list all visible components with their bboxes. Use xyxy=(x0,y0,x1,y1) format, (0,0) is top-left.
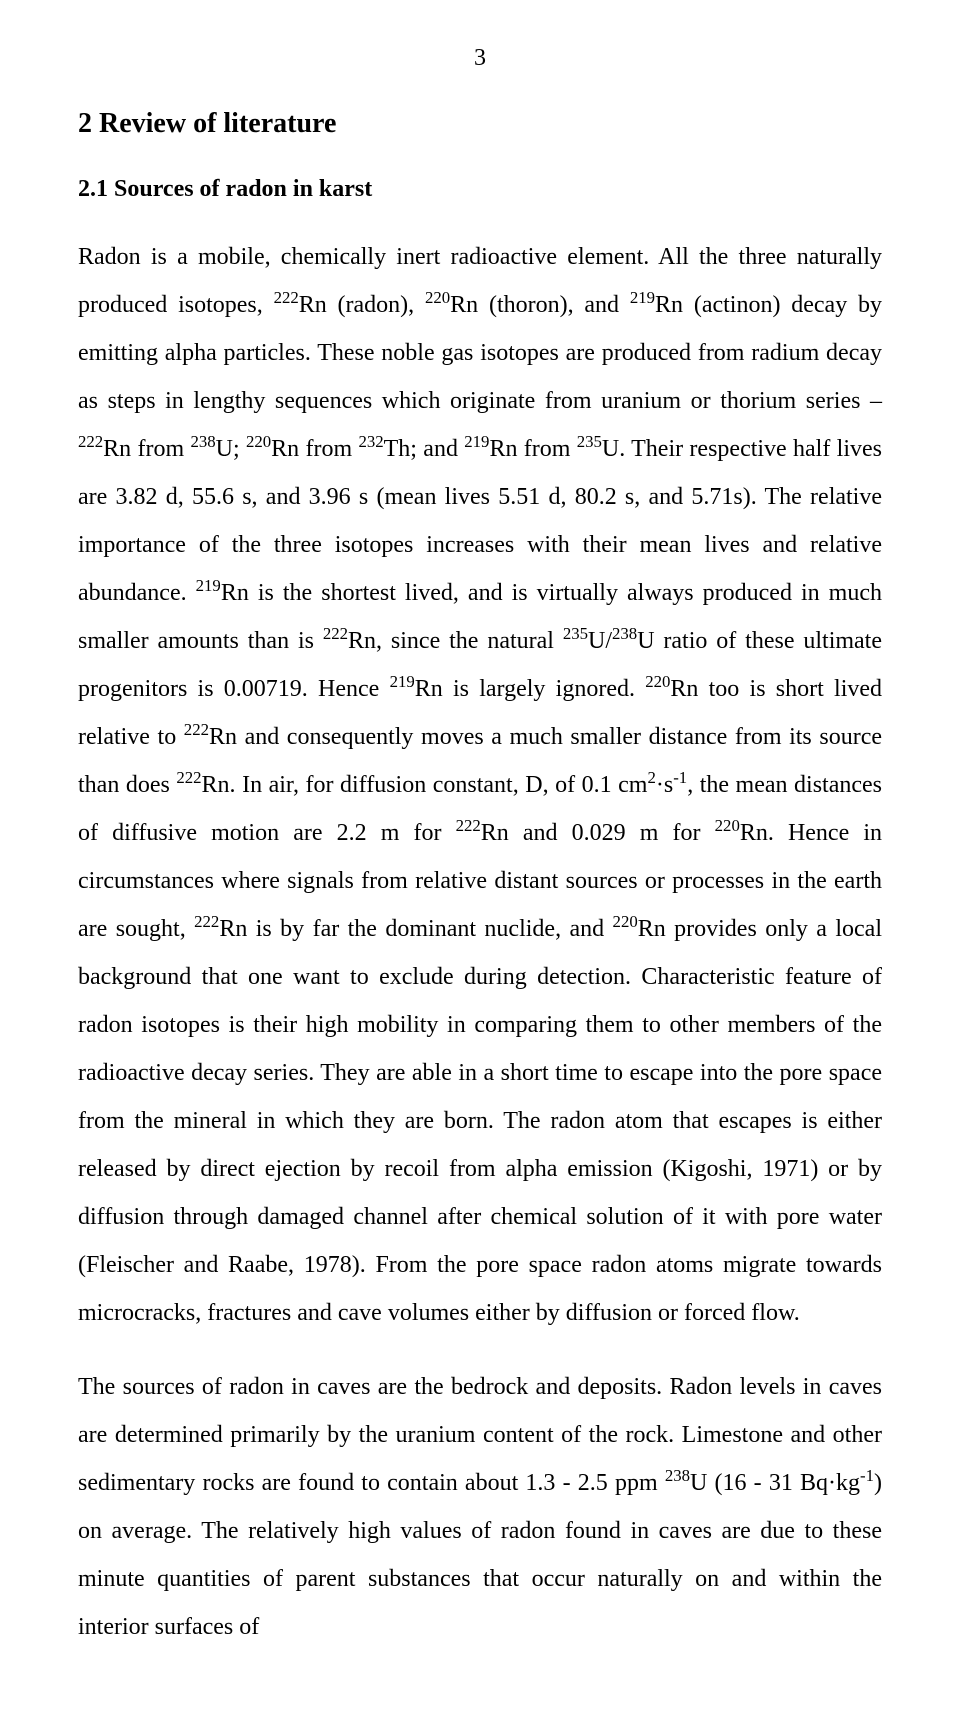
body-paragraph-1: Radon is a mobile, chemically inert radi… xyxy=(78,233,882,1337)
body-paragraph-2: The sources of radon in caves are the be… xyxy=(78,1363,882,1651)
heading-level-2: 2.1 Sources of radon in karst xyxy=(78,176,882,203)
page-number: 3 xyxy=(78,45,882,72)
heading-level-1: 2 Review of literature xyxy=(78,108,882,140)
document-page: 3 2 Review of literature 2.1 Sources of … xyxy=(0,0,960,1722)
